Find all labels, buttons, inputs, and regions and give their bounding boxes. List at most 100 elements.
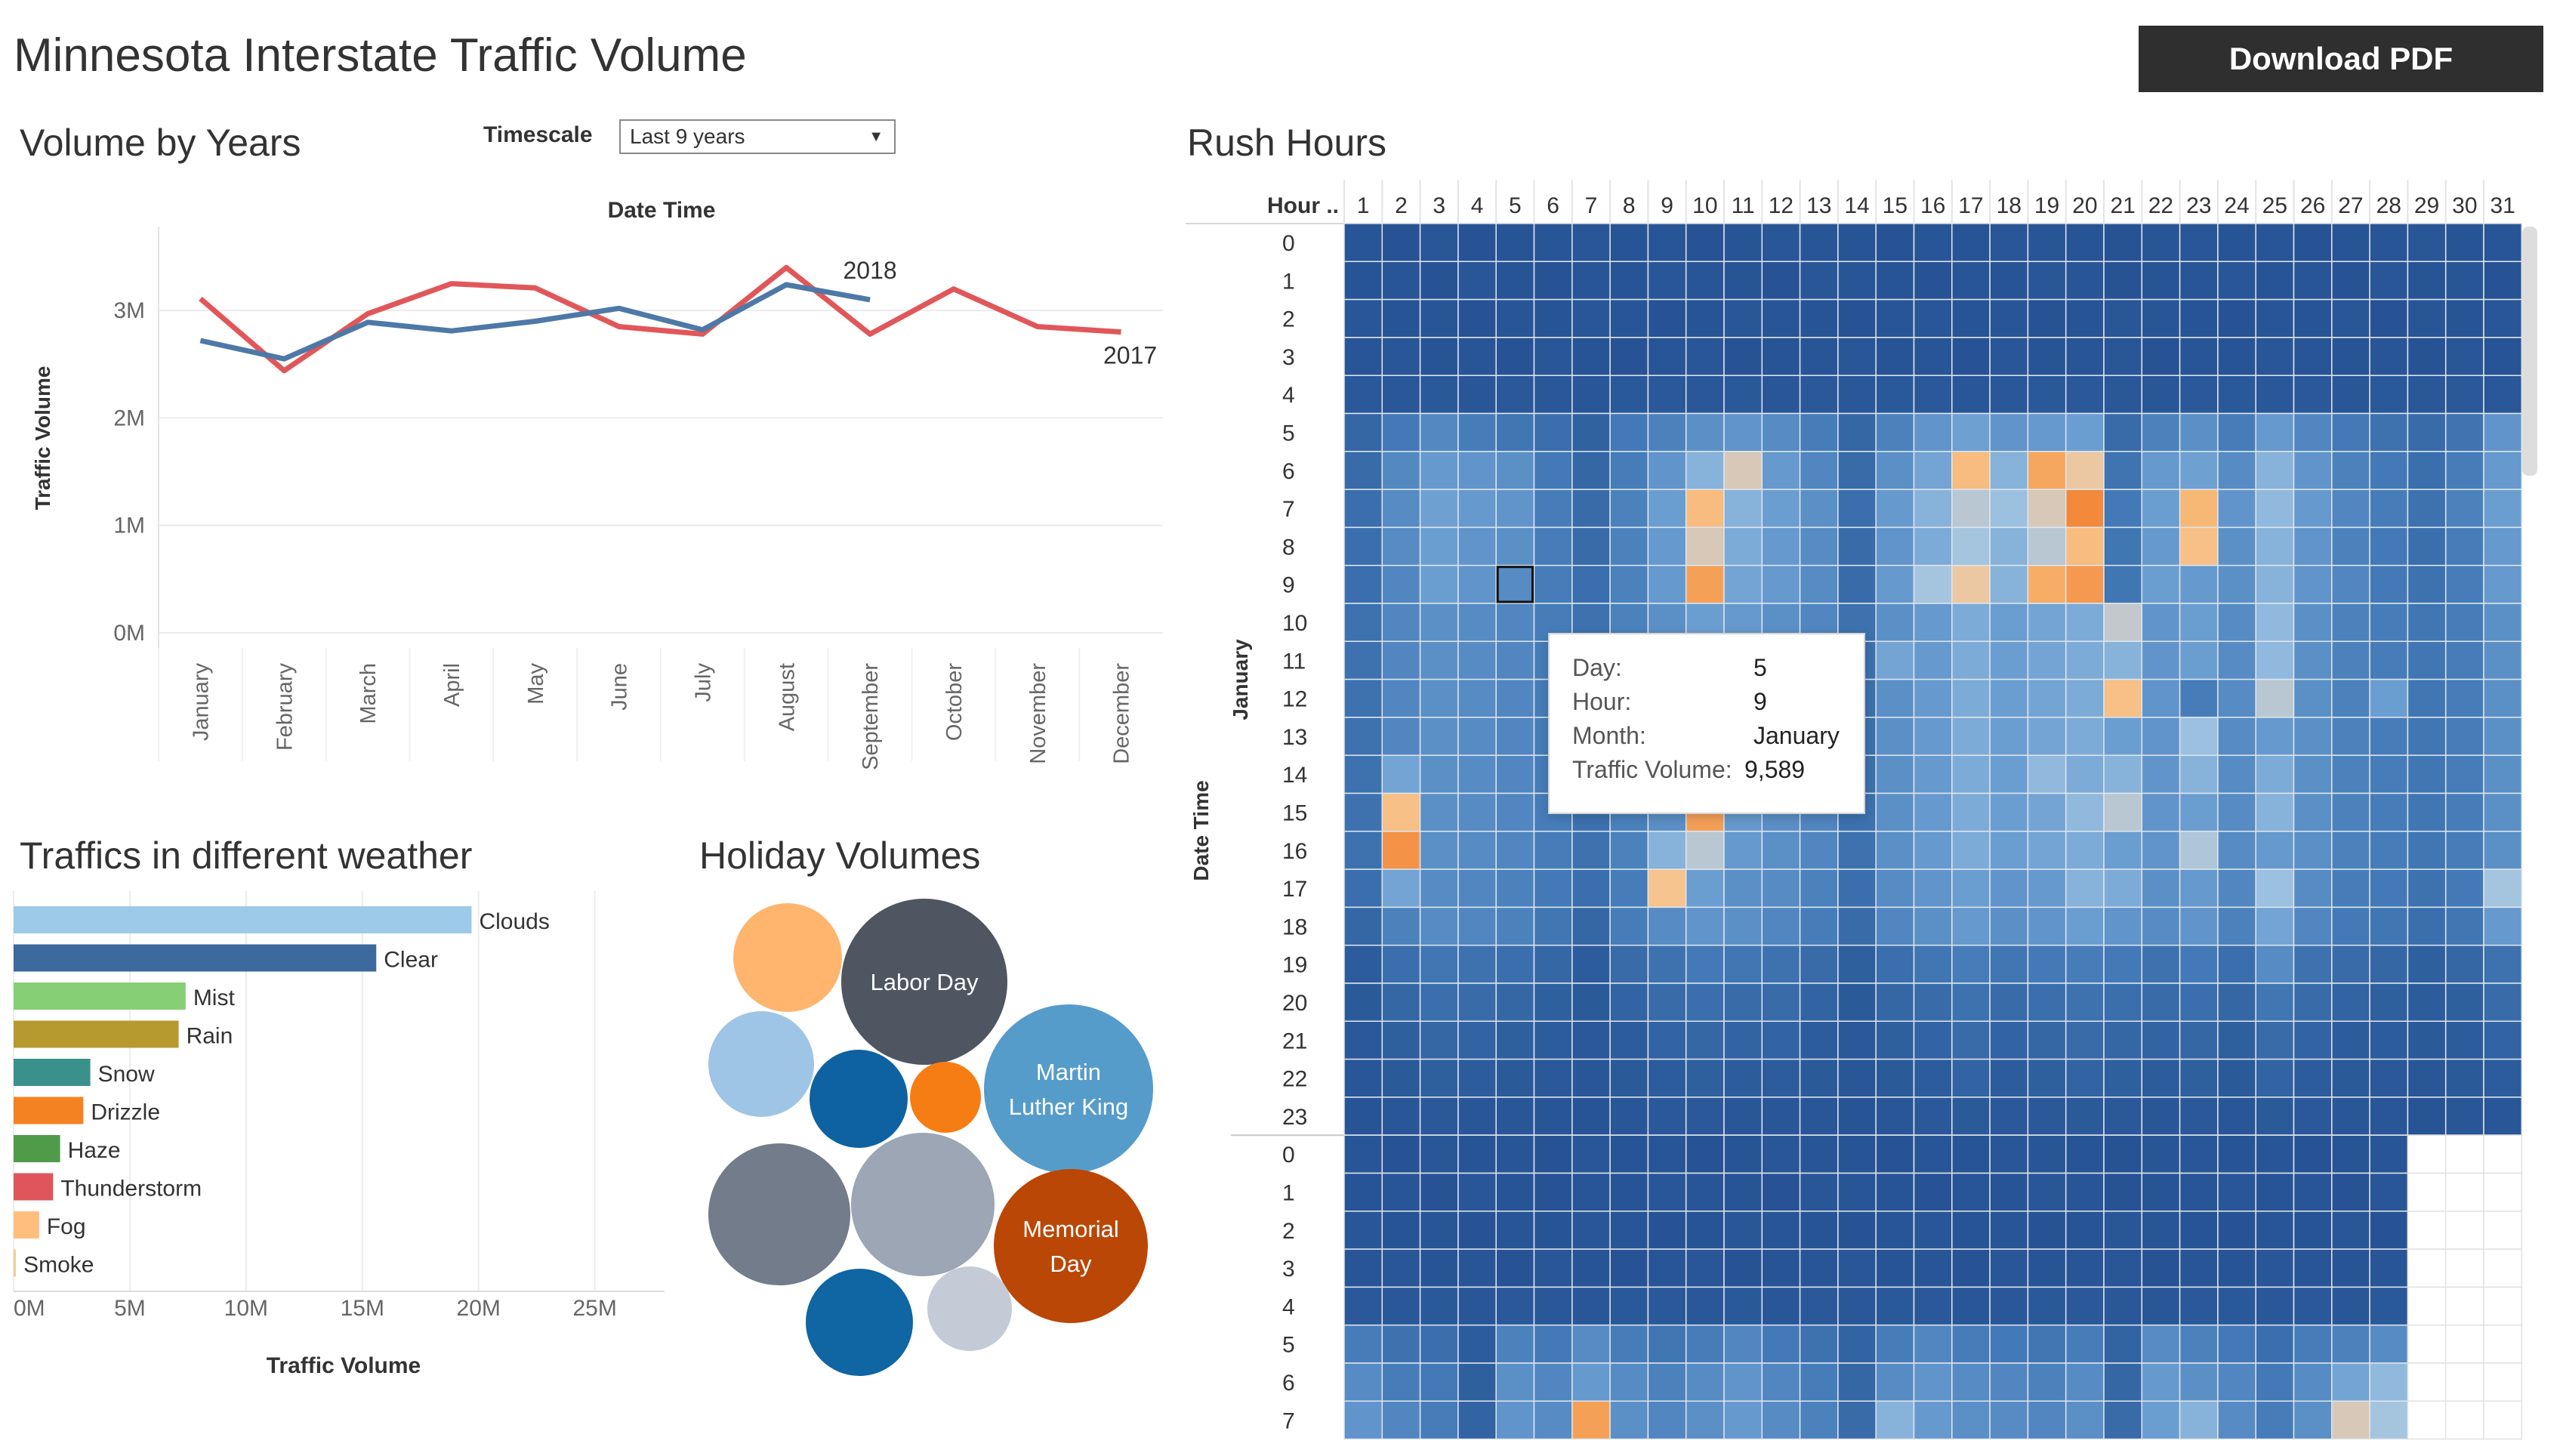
heatmap-cell[interactable] bbox=[1723, 375, 1763, 415]
heatmap-cell[interactable] bbox=[1609, 451, 1649, 490]
heatmap-cell[interactable] bbox=[1381, 261, 1421, 301]
heatmap-cell[interactable] bbox=[2141, 1172, 2181, 1212]
heatmap-cell[interactable] bbox=[1913, 1172, 1953, 1212]
heatmap-cell[interactable] bbox=[2141, 640, 2181, 680]
heatmap-cell[interactable] bbox=[1571, 1324, 1611, 1364]
heatmap-cell[interactable] bbox=[2103, 1362, 2143, 1402]
heatmap-cell[interactable] bbox=[2407, 375, 2447, 415]
heatmap-cell[interactable] bbox=[1381, 1097, 1421, 1136]
heatmap-cell[interactable] bbox=[2255, 1362, 2295, 1402]
heatmap-cell[interactable] bbox=[2141, 944, 2181, 984]
heatmap-cell[interactable] bbox=[2369, 1362, 2409, 1402]
holiday-bubble[interactable] bbox=[984, 1004, 1153, 1174]
heatmap-cell[interactable] bbox=[1913, 982, 1953, 1023]
heatmap-cell[interactable] bbox=[2293, 1286, 2333, 1326]
heatmap-cell[interactable] bbox=[1495, 1400, 1535, 1440]
heatmap-cell[interactable] bbox=[1609, 564, 1649, 604]
heatmap-cell[interactable] bbox=[2331, 412, 2370, 452]
heatmap-cell[interactable] bbox=[2255, 982, 2295, 1023]
heatmap-cell[interactable] bbox=[1913, 1248, 1953, 1288]
heatmap-cell[interactable] bbox=[1457, 223, 1497, 263]
heatmap-cell[interactable] bbox=[1685, 1058, 1725, 1098]
heatmap-cell[interactable] bbox=[2293, 944, 2333, 984]
heatmap-cell[interactable] bbox=[1533, 261, 1573, 301]
heatmap-cell[interactable] bbox=[2255, 337, 2295, 376]
heatmap-cell[interactable] bbox=[2217, 1211, 2256, 1250]
heatmap-cell[interactable] bbox=[1685, 868, 1725, 908]
heatmap-cell[interactable] bbox=[2217, 1097, 2256, 1136]
heatmap-cell[interactable] bbox=[1951, 564, 1991, 604]
heatmap-cell[interactable] bbox=[1571, 906, 1611, 946]
heatmap-cell[interactable] bbox=[2217, 906, 2256, 946]
weather-bar[interactable] bbox=[14, 1135, 60, 1162]
heatmap-cell[interactable] bbox=[2293, 451, 2333, 490]
heatmap-cell[interactable] bbox=[2065, 944, 2105, 984]
heatmap-cell[interactable] bbox=[1533, 1097, 1573, 1136]
heatmap-cell[interactable] bbox=[1609, 489, 1649, 529]
heatmap-cell[interactable] bbox=[1533, 1362, 1573, 1402]
heatmap-cell[interactable] bbox=[1571, 564, 1611, 604]
heatmap-cell[interactable] bbox=[1343, 261, 1383, 301]
heatmap-cell[interactable] bbox=[1761, 1134, 1801, 1174]
heatmap-cell[interactable] bbox=[1913, 717, 1953, 756]
heatmap-cell[interactable] bbox=[1419, 906, 1459, 946]
heatmap-cell[interactable] bbox=[2369, 412, 2409, 452]
heatmap-cell[interactable] bbox=[2141, 1097, 2181, 1136]
heatmap-cell[interactable] bbox=[1723, 489, 1763, 529]
heatmap-cell[interactable] bbox=[1343, 1400, 1383, 1440]
heatmap-cell[interactable] bbox=[2103, 1286, 2143, 1326]
heatmap-cell[interactable] bbox=[1381, 754, 1421, 794]
heatmap-cell[interactable] bbox=[1761, 564, 1801, 604]
heatmap-cell[interactable] bbox=[1723, 1362, 1763, 1402]
heatmap-cell[interactable] bbox=[1913, 603, 1953, 643]
heatmap-cell[interactable] bbox=[1799, 944, 1839, 984]
heatmap-cell[interactable] bbox=[2369, 1286, 2409, 1326]
heatmap-cell[interactable] bbox=[1381, 489, 1421, 529]
heatmap-cell[interactable] bbox=[2407, 640, 2447, 680]
heatmap-cell[interactable] bbox=[1799, 868, 1839, 908]
heatmap-cell[interactable] bbox=[1837, 944, 1877, 984]
heatmap-cell[interactable] bbox=[1609, 1134, 1649, 1174]
heatmap-cell[interactable] bbox=[1419, 564, 1459, 604]
heatmap-cell[interactable] bbox=[1799, 982, 1839, 1023]
heatmap-cell[interactable] bbox=[1609, 944, 1649, 984]
holiday-bubble[interactable] bbox=[806, 1269, 913, 1376]
heatmap-cell[interactable] bbox=[2103, 1211, 2143, 1250]
heatmap-cell[interactable] bbox=[1457, 1020, 1497, 1060]
heatmap-cell[interactable] bbox=[1685, 223, 1725, 263]
heatmap-cell[interactable] bbox=[1951, 717, 1991, 756]
heatmap-cell[interactable] bbox=[1837, 451, 1877, 490]
heatmap-cell[interactable] bbox=[1989, 451, 2029, 490]
heatmap-cell[interactable] bbox=[1609, 868, 1649, 908]
heatmap-cell[interactable] bbox=[1457, 261, 1497, 301]
heatmap-cell[interactable] bbox=[1419, 1134, 1459, 1174]
heatmap-cell[interactable] bbox=[2444, 868, 2484, 908]
heatmap-cell[interactable] bbox=[1951, 640, 1991, 680]
heatmap-cell[interactable] bbox=[1495, 261, 1535, 301]
heatmap-cell[interactable] bbox=[1609, 1058, 1649, 1098]
heatmap-cell[interactable] bbox=[2407, 1134, 2447, 1174]
heatmap-cell[interactable] bbox=[2255, 1400, 2295, 1440]
weather-bar[interactable] bbox=[14, 1249, 17, 1277]
heatmap-cell[interactable] bbox=[1609, 298, 1649, 338]
heatmap-cell[interactable] bbox=[2255, 1286, 2295, 1326]
heatmap-cell[interactable] bbox=[1381, 1248, 1421, 1288]
weather-bar[interactable] bbox=[14, 944, 377, 972]
heatmap-cell[interactable] bbox=[1989, 564, 2029, 604]
heatmap-cell[interactable] bbox=[1457, 678, 1497, 718]
heatmap-cell[interactable] bbox=[2027, 754, 2067, 794]
heatmap-cell[interactable] bbox=[2027, 944, 2067, 984]
heatmap-cell[interactable] bbox=[1571, 868, 1611, 908]
heatmap-cell[interactable] bbox=[1419, 678, 1459, 718]
weather-bar[interactable] bbox=[14, 906, 472, 933]
heatmap-cell[interactable] bbox=[2444, 754, 2484, 794]
heatmap-cell[interactable] bbox=[1913, 1362, 1953, 1402]
heatmap-cell[interactable] bbox=[1761, 1286, 1801, 1326]
heatmap-cell[interactable] bbox=[1381, 603, 1421, 643]
heatmap-cell[interactable] bbox=[2179, 223, 2219, 263]
heatmap-cell[interactable] bbox=[2369, 489, 2409, 529]
heatmap-cell[interactable] bbox=[2369, 1324, 2409, 1364]
heatmap-cell[interactable] bbox=[2369, 717, 2409, 756]
heatmap-cell[interactable] bbox=[2255, 261, 2295, 301]
heatmap-cell[interactable] bbox=[2444, 412, 2484, 452]
